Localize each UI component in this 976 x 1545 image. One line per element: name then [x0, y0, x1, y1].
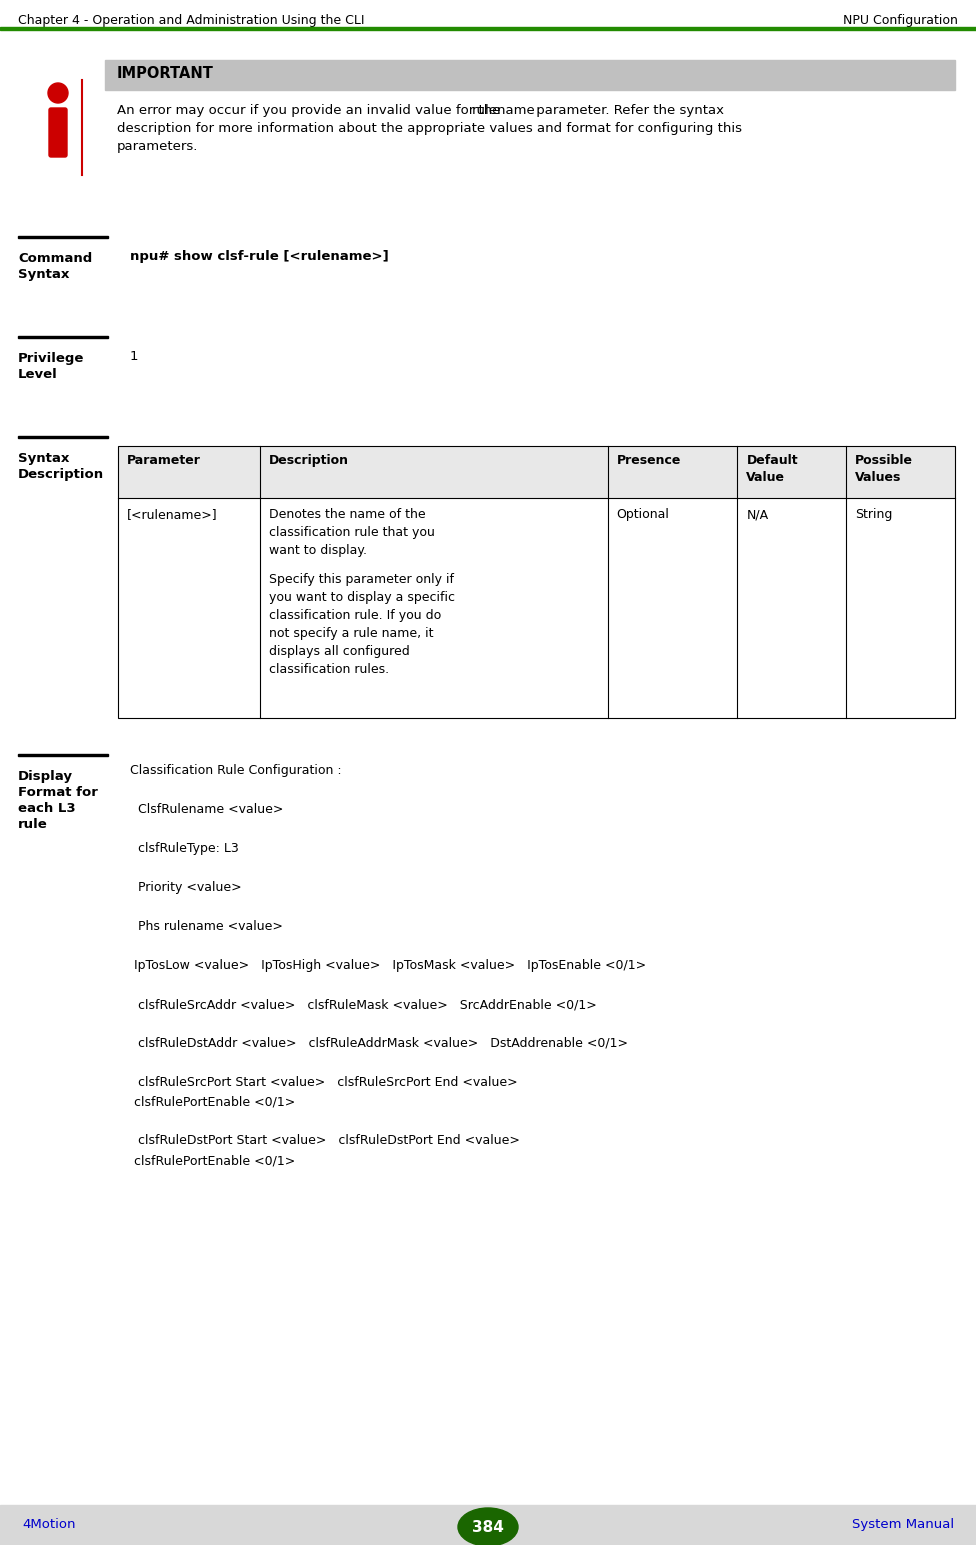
Text: IMPORTANT: IMPORTANT — [117, 66, 214, 80]
Text: Default
Value: Default Value — [747, 454, 798, 484]
Text: Syntax: Syntax — [18, 267, 69, 281]
Text: parameters.: parameters. — [117, 141, 198, 153]
Text: Priority <value>: Priority <value> — [130, 881, 242, 895]
Text: IpTosLow <value>   IpTosHigh <value>   IpTosMask <value>   IpTosEnable <0/1>: IpTosLow <value> IpTosHigh <value> IpTos… — [130, 959, 646, 972]
Bar — [0, 1505, 976, 1545]
Text: Level: Level — [18, 368, 58, 382]
Bar — [118, 447, 955, 497]
Text: clsfRuleDstPort Start <value>   clsfRuleDstPort End <value>: clsfRuleDstPort Start <value> clsfRuleDs… — [130, 1134, 520, 1148]
Text: rule: rule — [18, 817, 48, 831]
Bar — [18, 335, 108, 338]
Text: Format for: Format for — [18, 786, 98, 799]
Text: npu# show clsf-rule [<rulename>]: npu# show clsf-rule [<rulename>] — [130, 250, 388, 263]
Text: Privilege: Privilege — [18, 352, 84, 365]
Text: Chapter 4 - Operation and Administration Using the CLI: Chapter 4 - Operation and Administration… — [18, 14, 364, 26]
Bar — [18, 436, 108, 437]
Text: An error may occur if you provide an invalid value for the: An error may occur if you provide an inv… — [117, 104, 505, 117]
Text: rulename: rulename — [472, 104, 536, 117]
FancyBboxPatch shape — [49, 108, 67, 158]
Text: description for more information about the appropriate values and format for con: description for more information about t… — [117, 122, 742, 134]
Text: System Manual: System Manual — [852, 1519, 954, 1531]
Text: String: String — [855, 508, 893, 521]
Text: Description: Description — [269, 454, 349, 467]
Text: Description: Description — [18, 468, 104, 480]
Text: ClsfRulename <value>: ClsfRulename <value> — [130, 803, 283, 816]
Text: Command: Command — [18, 252, 93, 266]
Text: clsfRuleSrcAddr <value>   clsfRuleMask <value>   SrcAddrEnable <0/1>: clsfRuleSrcAddr <value> clsfRuleMask <va… — [130, 998, 596, 1010]
Text: Syntax: Syntax — [18, 453, 69, 465]
Bar — [51, 113, 65, 125]
Bar — [118, 447, 955, 718]
Ellipse shape — [458, 1508, 518, 1545]
Circle shape — [48, 83, 68, 104]
Text: 384: 384 — [472, 1519, 504, 1534]
Text: Specify this parameter only if
you want to display a specific
classification rul: Specify this parameter only if you want … — [269, 573, 455, 677]
Text: Display: Display — [18, 769, 73, 783]
Text: clsfRulePortEnable <0/1>: clsfRulePortEnable <0/1> — [130, 1095, 296, 1108]
Text: Possible
Values: Possible Values — [855, 454, 914, 484]
Text: Parameter: Parameter — [127, 454, 201, 467]
Text: parameter. Refer the syntax: parameter. Refer the syntax — [532, 104, 724, 117]
Text: 1: 1 — [130, 351, 139, 363]
Text: Denotes the name of the
classification rule that you
want to display.: Denotes the name of the classification r… — [269, 508, 435, 558]
Bar — [51, 110, 65, 154]
Text: 4Motion: 4Motion — [22, 1519, 75, 1531]
Bar — [105, 60, 955, 90]
Text: clsfRuleSrcPort Start <value>   clsfRuleSrcPort End <value>: clsfRuleSrcPort Start <value> clsfRuleSr… — [130, 1075, 517, 1089]
Bar — [18, 235, 108, 238]
Text: [<rulename>]: [<rulename>] — [127, 508, 218, 521]
Text: N/A: N/A — [747, 508, 768, 521]
Text: Classification Rule Configuration :: Classification Rule Configuration : — [130, 763, 342, 777]
Text: each L3: each L3 — [18, 802, 75, 816]
Text: Phs rulename <value>: Phs rulename <value> — [130, 919, 283, 933]
Text: Optional: Optional — [617, 508, 670, 521]
Text: clsfRuleType: L3: clsfRuleType: L3 — [130, 842, 239, 854]
Text: Presence: Presence — [617, 454, 681, 467]
Bar — [0, 26, 976, 29]
Text: clsfRuleDstAddr <value>   clsfRuleAddrMask <value>   DstAddrenable <0/1>: clsfRuleDstAddr <value> clsfRuleAddrMask… — [130, 1037, 628, 1051]
Text: clsfRulePortEnable <0/1>: clsfRulePortEnable <0/1> — [130, 1154, 296, 1166]
Text: NPU Configuration: NPU Configuration — [843, 14, 958, 26]
Bar — [18, 754, 108, 756]
